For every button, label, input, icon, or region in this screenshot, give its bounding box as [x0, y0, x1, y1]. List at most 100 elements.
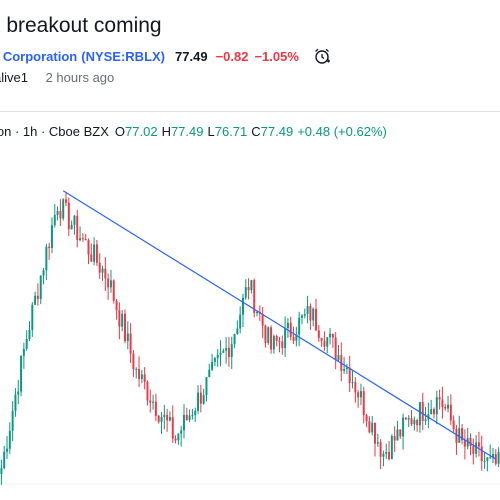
- candle-down: [87, 240, 90, 255]
- legend-open-value: 77.02: [125, 124, 158, 139]
- candle-up: [39, 275, 42, 299]
- legend-close-value: 77.49: [260, 124, 294, 139]
- candle-up: [73, 215, 76, 225]
- symbol-ticker-link[interactable]: (NYSE:RBLX): [81, 48, 166, 64]
- candle-up: [486, 457, 489, 461]
- candle-down: [81, 238, 84, 240]
- legend-close-label: C: [251, 124, 261, 139]
- alarm-clock-plus-icon[interactable]: [313, 47, 331, 65]
- candle-down: [320, 337, 323, 341]
- ohlc-legend: ion · 1h · Cboe BZX O 77.02 H 77.49 L 76…: [0, 124, 391, 139]
- candle-up: [390, 436, 393, 460]
- candle-down: [146, 381, 149, 401]
- candle-up: [230, 344, 233, 357]
- candle-up: [303, 314, 306, 316]
- candle-down: [264, 325, 267, 343]
- trendline[interactable]: [62, 190, 497, 460]
- candle-up: [458, 428, 461, 443]
- candle-up: [329, 333, 332, 338]
- candle-down: [247, 287, 250, 291]
- candle-up: [371, 422, 374, 433]
- candle-up: [208, 369, 211, 378]
- candle-down: [98, 262, 101, 273]
- candle-up: [50, 225, 53, 248]
- candle-up: [402, 417, 405, 437]
- price-change: −0.82: [215, 48, 249, 64]
- author-link[interactable]: alive1: [0, 70, 28, 85]
- candle-up: [180, 430, 183, 434]
- candle-up: [213, 358, 216, 362]
- legend-high-value: 77.49: [170, 124, 204, 139]
- candle-down: [472, 445, 475, 454]
- candle-down: [185, 414, 188, 421]
- candle-up: [447, 404, 450, 409]
- candle-up: [239, 314, 242, 329]
- candle-down: [59, 210, 62, 219]
- candle-down: [309, 306, 312, 321]
- candle-up: [337, 355, 340, 361]
- candle-down: [48, 246, 51, 248]
- candle-up: [34, 295, 37, 305]
- candle-up: [45, 246, 48, 271]
- candle-down: [463, 440, 466, 447]
- legend-high-label: H: [161, 124, 171, 139]
- candle-up: [3, 451, 6, 469]
- candle-up: [31, 304, 34, 331]
- candle-up: [244, 287, 247, 298]
- chart-area[interactable]: ion · 1h · Cboe BZX O 77.02 H 77.49 L 76…: [0, 112, 500, 500]
- candle-up: [177, 433, 180, 441]
- candle-down: [157, 415, 160, 422]
- candle-up: [8, 430, 11, 449]
- candle-down: [118, 310, 121, 327]
- candle-up: [183, 414, 185, 431]
- candle-up: [135, 368, 138, 370]
- candle-down: [270, 327, 273, 350]
- candle-down: [354, 382, 357, 393]
- candle-down: [104, 268, 107, 279]
- candle-down: [289, 322, 292, 337]
- symbol-name-link[interactable]: x Corporation: [0, 48, 78, 64]
- legend-change: +0.48 (+0.62%): [297, 124, 387, 139]
- candle-up: [413, 419, 416, 425]
- candle-up: [295, 334, 298, 341]
- candle-down: [84, 239, 87, 241]
- candle-down: [480, 446, 483, 462]
- candle-down: [348, 367, 351, 384]
- candlestick-chart[interactable]: [0, 112, 500, 500]
- candle-down: [331, 333, 334, 338]
- candle-down: [433, 409, 435, 415]
- candle-down: [281, 341, 284, 349]
- candle-down: [449, 404, 452, 421]
- candle-down: [334, 337, 337, 361]
- candle-up: [359, 391, 362, 398]
- candle-down: [461, 428, 464, 441]
- candle-down: [36, 295, 39, 299]
- candle-up: [267, 327, 270, 343]
- candle-down: [199, 392, 202, 404]
- candle-down: [275, 335, 278, 341]
- last-price: 77.49: [175, 48, 208, 64]
- candle-down: [357, 392, 360, 398]
- candle-up: [152, 401, 155, 403]
- candle-up: [188, 415, 191, 421]
- candle-up: [191, 415, 194, 417]
- candle-up: [194, 410, 197, 416]
- candle-up: [28, 330, 31, 339]
- candle-up: [197, 392, 200, 411]
- candle-up: [256, 311, 259, 314]
- candle-up: [20, 355, 23, 392]
- candle-up: [168, 417, 171, 421]
- candle-up: [216, 354, 219, 359]
- candle-up: [497, 452, 500, 464]
- legend-low-label: L: [207, 124, 215, 139]
- candle-up: [160, 417, 163, 422]
- candle-down: [438, 397, 441, 400]
- candle-down: [149, 400, 152, 403]
- candle-down: [404, 417, 407, 420]
- candle-down: [317, 330, 320, 338]
- candle-down: [95, 244, 98, 263]
- candle-down: [368, 421, 371, 433]
- candle-up: [163, 414, 166, 418]
- candle-up: [430, 409, 433, 415]
- candle-up: [211, 361, 214, 370]
